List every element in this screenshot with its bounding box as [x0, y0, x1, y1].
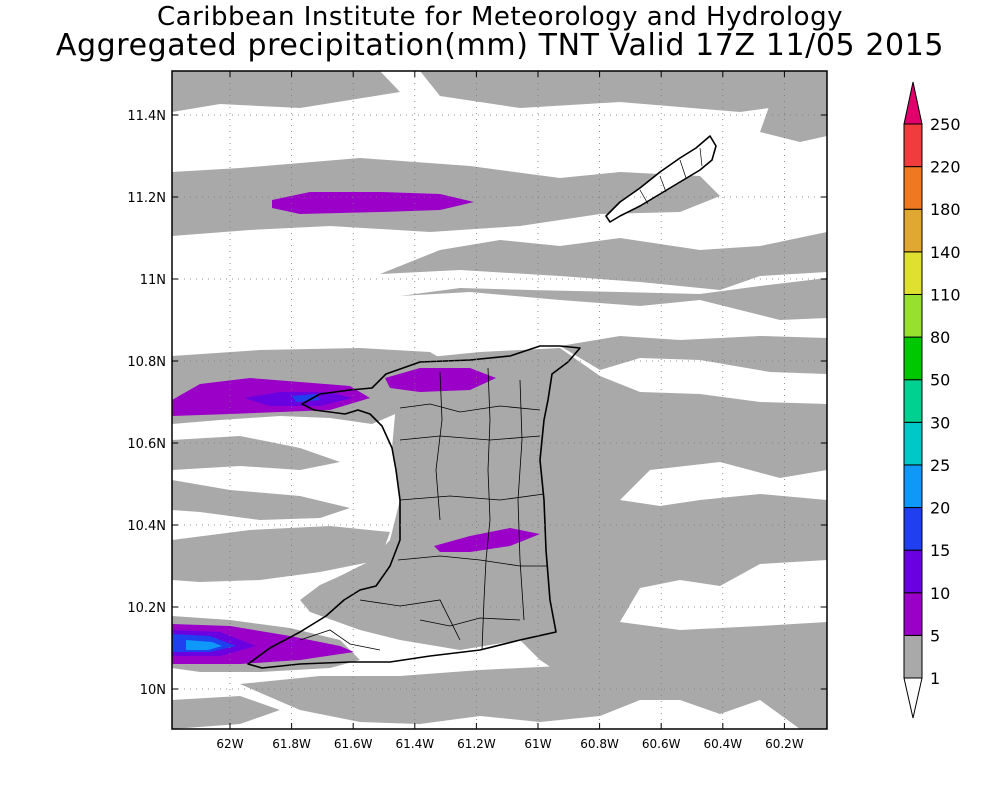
lon-tick-label: 60.6W [642, 737, 681, 751]
lat-tick-label: 11.4N [127, 109, 166, 124]
legend-label: 20 [930, 499, 950, 518]
lat-lon-grid [172, 71, 827, 729]
lat-tick-label: 10.6N [127, 437, 166, 452]
legend-label: 5 [930, 626, 940, 645]
map-title: Caribbean Institute for Meteorology and … [157, 2, 843, 32]
lat-tick-label: 11N [140, 273, 166, 288]
lon-tick-label: 60.2W [765, 737, 804, 751]
legend-label: 180 [930, 200, 961, 219]
lon-tick-label: 61.4W [396, 737, 435, 751]
legend-label: 15 [930, 541, 950, 560]
legend-label: 220 [930, 158, 961, 177]
legend-color-swatch [903, 379, 923, 423]
legend-color-swatch [903, 123, 923, 168]
lon-tick-label: 61.6W [334, 737, 373, 751]
tobago-boundaries [639, 147, 703, 205]
legend-label: 10 [930, 584, 950, 603]
legend-color-swatch [903, 507, 923, 551]
legend-color-swatch [903, 293, 923, 338]
precip-band-20-25 [186, 640, 222, 650]
legend-color-swatch [903, 634, 923, 679]
map-subtitle: Aggregated precipitation(mm) TNT Valid 1… [55, 28, 945, 63]
legend-color-swatch [903, 464, 923, 509]
legend-color-swatch [903, 549, 923, 594]
legend-label: 250 [930, 115, 961, 134]
legend-label: 25 [930, 456, 950, 475]
lon-tick-label: 61.8W [272, 737, 311, 751]
lat-tick-label: 11.2N [127, 191, 166, 206]
lon-tick-label: 61W [524, 737, 551, 751]
legend-color-swatch [903, 81, 923, 125]
trinidad-boundaries [299, 367, 548, 651]
lat-tick-label: 10.8N [127, 355, 166, 370]
lon-tick-label: 62W [216, 737, 243, 751]
legend-color-swatch [903, 208, 923, 253]
legend-color-swatch [903, 421, 923, 466]
legend-label: 50 [930, 371, 950, 390]
legend-color-swatch [903, 166, 923, 210]
trinidad-outline [247, 345, 581, 669]
longitude-labels: 62W 61.8W 61.6W 61.4W 61.2W 61W 60.8W 60.6W 60.4… [216, 737, 803, 751]
lat-tick-label: 10.2N [127, 601, 166, 616]
lat-tick-label: 10.4N [127, 519, 166, 534]
legend-color-swatch [903, 336, 923, 381]
lon-tick-label: 61.2W [457, 737, 496, 751]
lon-tick-label: 60.4W [704, 737, 743, 751]
legend-label: 80 [930, 328, 950, 347]
lat-tick-label: 10N [140, 683, 166, 698]
legend-label: 30 [930, 413, 950, 432]
legend-label: 140 [930, 243, 961, 262]
legend-color-swatch [903, 592, 923, 636]
lon-tick-label: 60.8W [580, 737, 619, 751]
legend-label: 1 [930, 669, 940, 688]
legend-label: 110 [930, 285, 961, 304]
precip-band-1-5 [172, 71, 827, 729]
legend-color-swatch [903, 251, 923, 295]
map-frame [171, 70, 828, 730]
legend-color-swatch [903, 677, 923, 719]
latitude-labels: 10N 10.2N 10.4N 10.6N 10.8N 11N 11.2N 11.4N [127, 109, 166, 698]
map-plot-area [172, 71, 827, 729]
